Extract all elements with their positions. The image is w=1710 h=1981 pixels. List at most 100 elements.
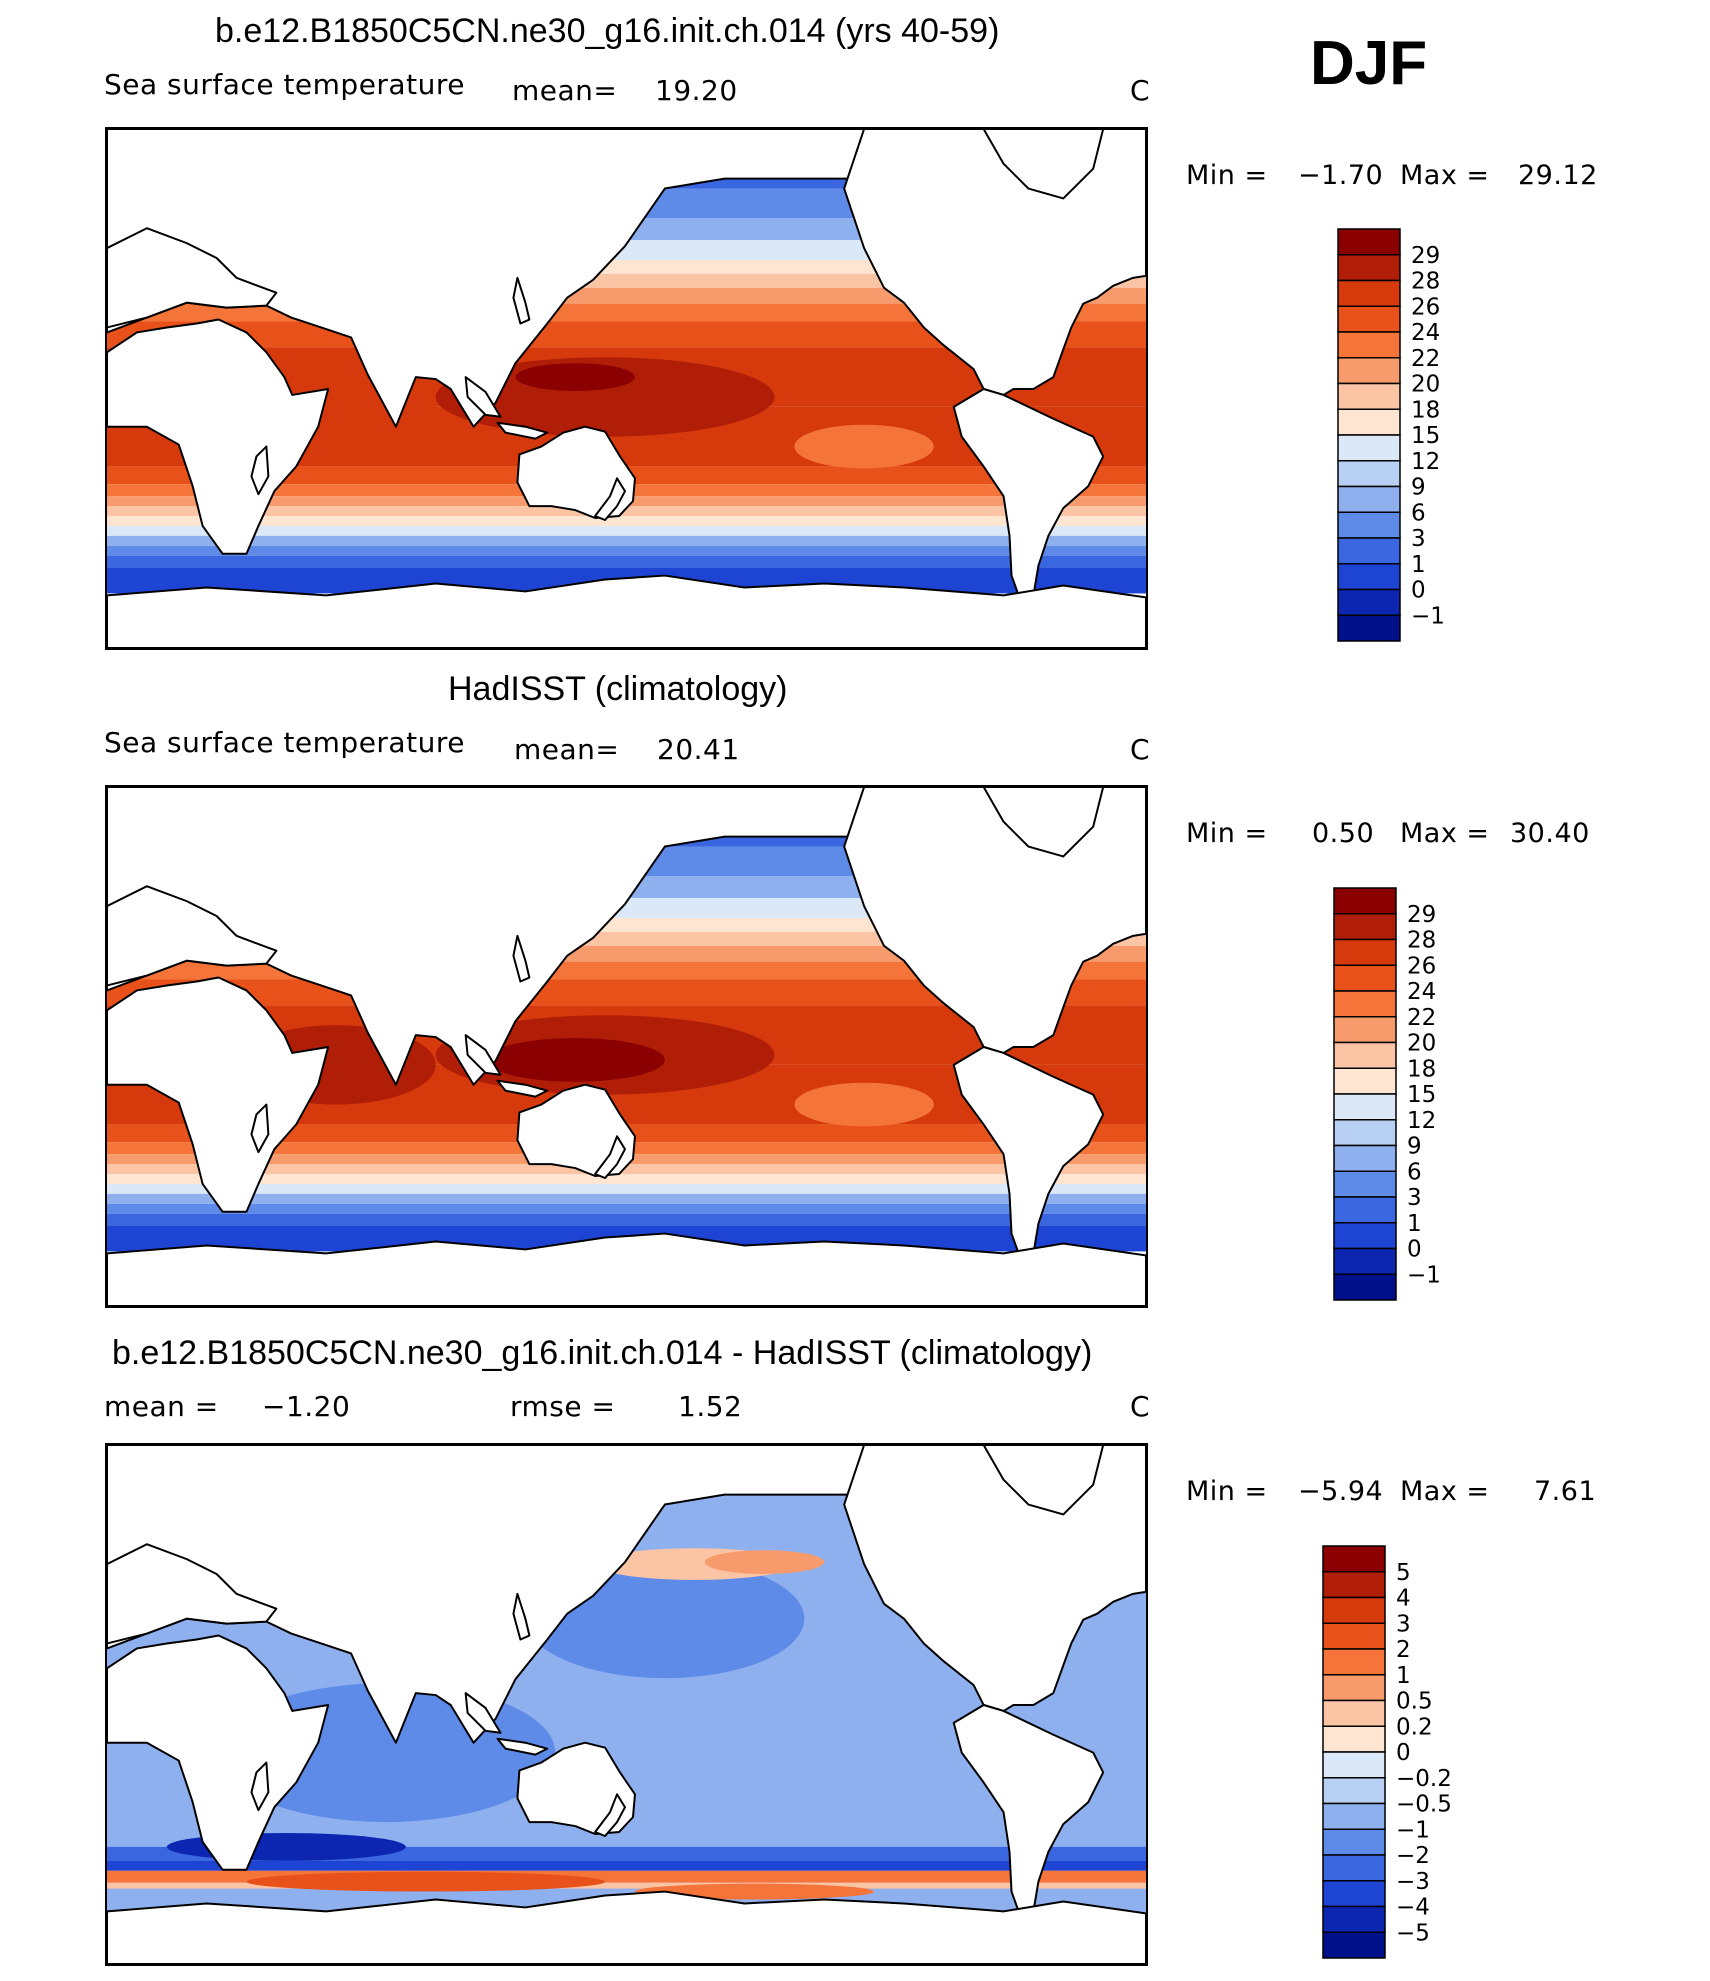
panel-1-mean-value: 19.20 (655, 74, 738, 107)
sst-band (107, 555, 1146, 568)
colorbar-tick-label: 9 (1411, 475, 1426, 501)
sst-band (107, 1203, 1146, 1214)
panel-3-colorbar: 5 4 3 2 1 0.5 0.2 0 −0.2 −0.5 −1 −2 −3 −4 −5 (1322, 1545, 1482, 1961)
panel-2-max-label: Max = (1400, 818, 1490, 849)
panel-2-min-value: 0.50 (1312, 818, 1375, 849)
continent-outline (107, 227, 278, 329)
continent-outline (952, 1046, 1105, 1263)
sst-blob (515, 363, 635, 391)
colorbar-swatch (1322, 1674, 1386, 1702)
continent-outline (594, 1793, 627, 1837)
sst-band (107, 1860, 1146, 1871)
panel-1-colorbar: 29 28 26 24 22 20 18 15 12 9 6 3 1 0 −1 (1337, 228, 1497, 644)
colorbar-swatch (1322, 1725, 1386, 1753)
continent-outline (250, 1761, 270, 1812)
sst-band (107, 525, 1146, 536)
sst-blob (794, 424, 934, 469)
sst-band (107, 545, 1146, 556)
colorbar-swatch (1337, 254, 1401, 282)
sst-band (107, 1193, 1146, 1204)
colorbar-tick-label: 1 (1411, 552, 1426, 578)
continent-outline (107, 318, 330, 555)
continent-outline (512, 276, 531, 325)
continent-outline (250, 445, 270, 496)
panel-2-units: C (1130, 733, 1151, 766)
continent-outline (250, 1103, 270, 1154)
colorbar-tick-label: 0 (1396, 1740, 1411, 1766)
sst-blob (485, 1038, 665, 1082)
colorbar-tick-label: 5 (1396, 1560, 1411, 1586)
colorbar-swatch (1337, 279, 1401, 307)
colorbar-swatch (1337, 537, 1401, 565)
panel-3-units: C (1130, 1390, 1151, 1423)
colorbar-tick-label: 22 (1411, 346, 1440, 372)
panel-1-min-value: −1.70 (1298, 160, 1384, 191)
colorbar-swatch (1333, 1170, 1397, 1198)
colorbar-tick-label: 24 (1407, 979, 1436, 1005)
colorbar-tick-label: 12 (1411, 449, 1440, 475)
panel-2-map (105, 785, 1148, 1308)
colorbar-swatch (1322, 1802, 1386, 1830)
colorbar-tick-label: −1 (1396, 1817, 1430, 1843)
continent-outline (982, 787, 1105, 858)
panel-3-mean-value: −1.20 (262, 1390, 351, 1423)
sst-band (107, 1213, 1146, 1226)
colorbar-swatch (1337, 460, 1401, 488)
continent-outline (107, 1232, 1146, 1306)
colorbar-swatch (1333, 1222, 1397, 1250)
colorbar-tick-label: −0.5 (1396, 1792, 1452, 1818)
continent-outline (496, 421, 549, 440)
continent-outline (496, 1079, 549, 1098)
colorbar-swatch (1333, 887, 1397, 915)
colorbar-swatch (1333, 1093, 1397, 1121)
colorbar-tick-label: −2 (1396, 1843, 1430, 1869)
sst-band (107, 535, 1146, 546)
continent-outline (512, 1592, 531, 1641)
colorbar-tick-label: 28 (1411, 269, 1440, 295)
panel-1-mean-label: mean= (512, 74, 618, 107)
panel-2-title: HadISST (climatology) (448, 670, 788, 708)
sst-band (107, 506, 1146, 517)
colorbar-swatch (1322, 1622, 1386, 1650)
colorbar-swatch (1333, 1067, 1397, 1095)
continent-outline (107, 574, 1146, 648)
colorbar-tick-label: −0.2 (1396, 1766, 1452, 1792)
colorbar-tick-label: 22 (1407, 1005, 1436, 1031)
continent-outline (464, 1034, 502, 1076)
panel-3-min-value: −5.94 (1298, 1476, 1384, 1507)
panel-1-title: b.e12.B1850C5CN.ne30_g16.init.ch.014 (yr… (215, 12, 1000, 50)
sst-band (107, 1183, 1146, 1194)
colorbar-tick-label: 6 (1411, 500, 1426, 526)
colorbar-swatch (1333, 1041, 1397, 1069)
continent-outline (107, 1634, 330, 1871)
colorbar-swatch (1337, 485, 1401, 513)
colorbar-tick-label: 3 (1411, 526, 1426, 552)
continent-outline (982, 1445, 1105, 1516)
colorbar-tick-label: 12 (1407, 1108, 1436, 1134)
continent-outline (594, 477, 627, 521)
panel-2-map-svg (107, 787, 1146, 1306)
colorbar-tick-label: 24 (1411, 320, 1440, 346)
colorbar-tick-label: −3 (1396, 1869, 1430, 1895)
colorbar-swatch (1322, 1648, 1386, 1676)
panel-2-variable: Sea surface temperature (104, 726, 465, 759)
colorbar-swatch (1333, 1247, 1397, 1275)
panel-1-units: C (1130, 74, 1151, 107)
panel-2-mean-label: mean= (514, 733, 620, 766)
colorbar-tick-label: −5 (1396, 1920, 1430, 1946)
panel-3-map-svg (107, 1445, 1146, 1964)
sst-band (107, 1882, 1146, 1889)
colorbar-tick-label: 26 (1411, 294, 1440, 320)
colorbar-swatch (1333, 964, 1397, 992)
colorbar-swatch (1337, 331, 1401, 359)
colorbar-swatch (1322, 1828, 1386, 1856)
colorbar-tick-label: −1 (1411, 603, 1445, 629)
colorbar-tick-label: 18 (1411, 397, 1440, 423)
continent-outline (107, 885, 278, 987)
colorbar-tick-label: 28 (1407, 928, 1436, 954)
panel-2-min-label: Min = (1186, 818, 1268, 849)
panel-3-mean-label: mean = (104, 1390, 219, 1423)
